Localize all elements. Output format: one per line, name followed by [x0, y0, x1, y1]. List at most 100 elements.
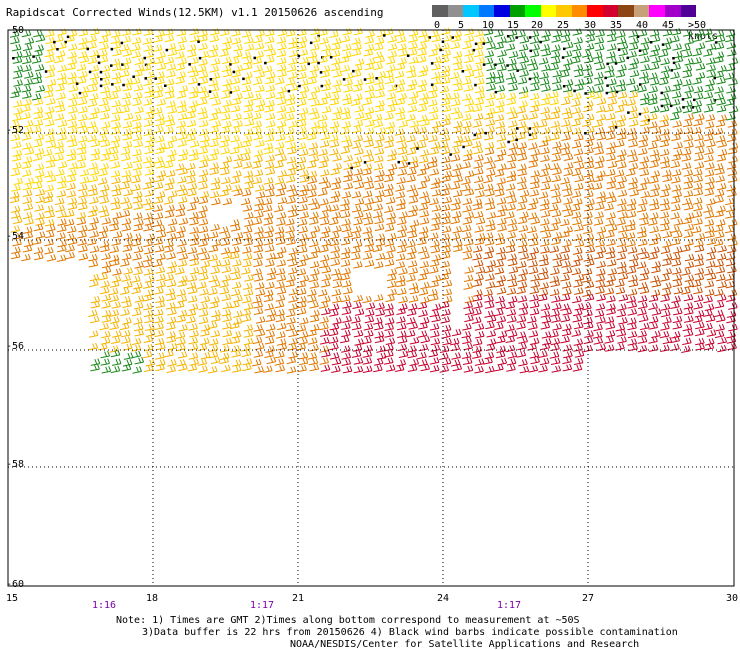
wind-barb	[494, 232, 504, 241]
wind-barb	[516, 322, 526, 330]
wind-barb	[517, 153, 528, 162]
wind-barb	[120, 308, 130, 317]
wind-barb	[210, 58, 221, 66]
wind-barb	[629, 57, 640, 66]
wind-barb	[78, 37, 88, 45]
wind-barb	[441, 308, 451, 317]
wind-barb	[299, 317, 309, 325]
wind-barb	[516, 106, 527, 114]
wind-barb	[199, 273, 209, 281]
wind-barb	[254, 365, 264, 374]
wind-barb	[123, 232, 133, 240]
wind-barb	[131, 286, 142, 295]
wind-barb	[197, 247, 208, 255]
wind-barb	[595, 105, 606, 113]
wind-barb	[428, 349, 439, 358]
wind-barb	[507, 315, 517, 323]
wind-barb	[375, 190, 385, 198]
wind-barb	[111, 99, 121, 108]
contamination-flag	[319, 71, 323, 74]
wind-barb	[200, 351, 211, 360]
wind-barb	[98, 49, 108, 57]
wind-barb	[142, 37, 153, 45]
wind-barb	[418, 226, 429, 234]
wind-barb	[627, 308, 638, 316]
wind-barb	[67, 77, 78, 85]
wind-barb	[275, 309, 285, 317]
wind-barb	[485, 365, 495, 374]
wind-barb	[552, 323, 562, 331]
wind-barb	[659, 93, 670, 101]
wind-barb	[21, 161, 32, 169]
wind-barb	[310, 202, 321, 211]
wind-barb	[320, 329, 330, 337]
wind-barb	[442, 34, 453, 42]
wind-barb	[541, 49, 552, 57]
wind-barb	[253, 64, 263, 73]
wind-barb	[321, 266, 332, 274]
wind-barb	[332, 70, 343, 78]
wind-barb	[728, 219, 738, 227]
wind-barb	[693, 197, 703, 205]
wind-barb	[464, 28, 475, 36]
wind-barb	[671, 196, 681, 204]
wind-barb	[703, 205, 713, 213]
wind-barb	[439, 365, 450, 373]
wind-barb	[242, 161, 253, 169]
contamination-flag	[669, 104, 673, 108]
wind-barb	[44, 247, 54, 255]
wind-barb	[189, 34, 200, 43]
wind-barb	[428, 160, 438, 169]
wind-barb	[661, 288, 672, 297]
wind-barb	[486, 330, 497, 338]
wind-barb	[265, 189, 275, 198]
wind-barb	[651, 265, 661, 274]
wind-barb	[254, 104, 265, 113]
wind-barb	[428, 134, 438, 143]
wind-barb	[21, 169, 32, 177]
wind-barb	[462, 64, 473, 72]
contamination-flag	[494, 63, 497, 66]
wind-barb	[716, 314, 726, 323]
wind-barb	[33, 246, 44, 255]
wind-barb	[263, 142, 274, 150]
wind-barb	[660, 344, 670, 352]
wind-barb	[307, 231, 317, 240]
wind-barb	[265, 76, 275, 85]
contamination-flag	[253, 56, 256, 60]
wind-barb	[606, 132, 616, 140]
wind-barb	[219, 49, 229, 57]
wind-barb	[596, 260, 606, 269]
wind-barb	[154, 329, 165, 338]
wind-barb	[441, 324, 452, 332]
wind-barb	[617, 336, 627, 344]
wind-barb	[219, 226, 229, 234]
wind-barb	[540, 210, 551, 218]
wind-barb	[562, 356, 572, 365]
wind-barb	[475, 91, 486, 100]
wind-barb	[90, 153, 100, 161]
lat-lon-grid	[8, 30, 734, 586]
wind-barb	[110, 365, 121, 374]
wind-barb	[716, 77, 726, 85]
wind-barb	[68, 99, 78, 108]
wind-barb	[584, 161, 595, 170]
wind-barb	[77, 147, 87, 155]
wind-barb	[365, 57, 376, 66]
wind-barb	[431, 77, 442, 85]
wind-barb	[308, 142, 319, 150]
wind-barb	[210, 28, 220, 36]
wind-barb	[231, 97, 242, 106]
wind-barb	[264, 146, 274, 155]
contamination-flag	[614, 62, 618, 65]
wind-barb	[616, 309, 627, 318]
wind-barb	[242, 295, 252, 304]
wind-barb	[517, 77, 528, 85]
wind-barb	[264, 350, 274, 358]
wind-barb	[200, 140, 210, 148]
wind-barb	[396, 176, 406, 185]
wind-barb	[100, 105, 111, 113]
wind-barb	[230, 135, 240, 143]
wind-barb	[428, 113, 439, 121]
wind-barb	[178, 188, 189, 197]
